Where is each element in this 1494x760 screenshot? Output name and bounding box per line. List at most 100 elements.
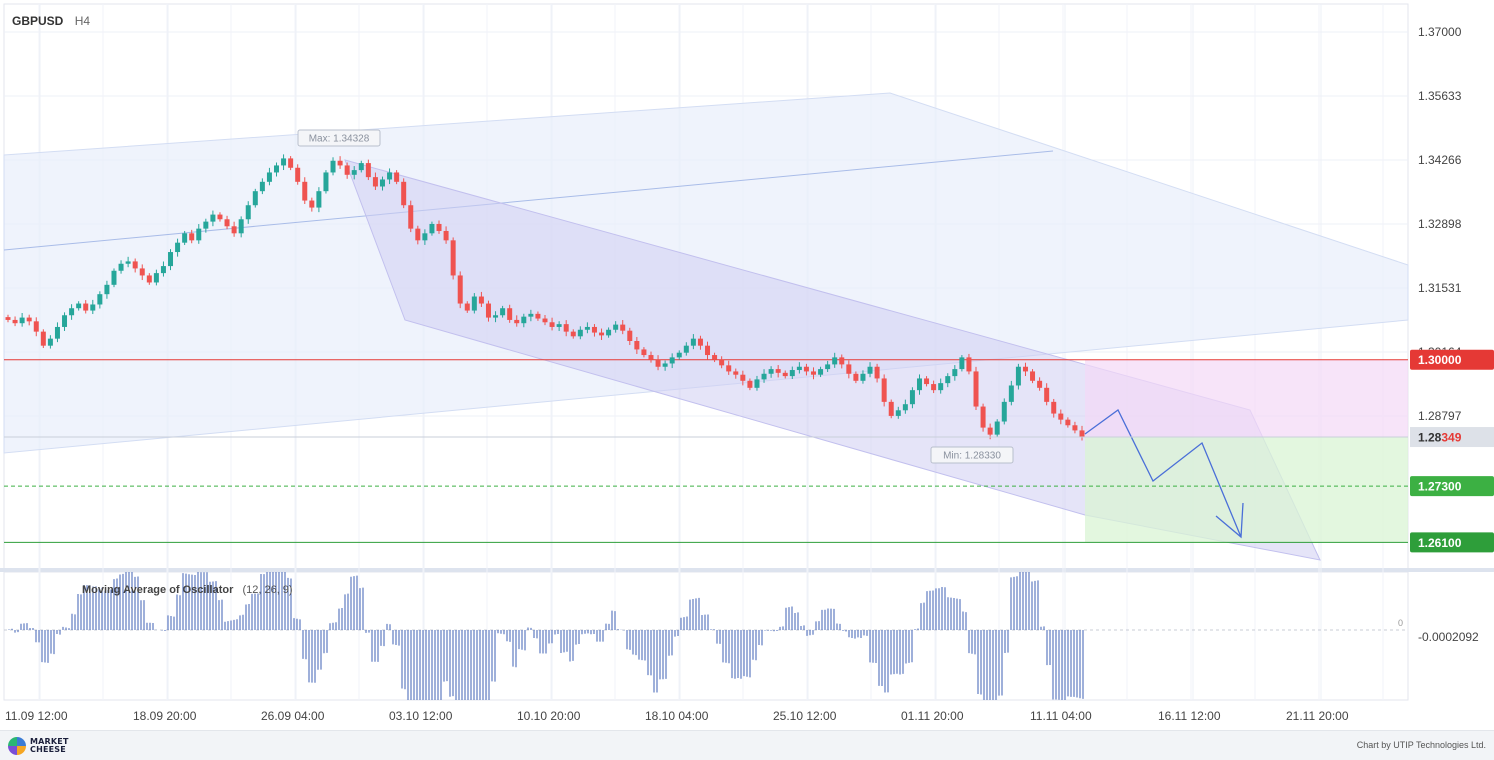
- candle-body: [599, 332, 605, 336]
- candle-body: [507, 308, 513, 320]
- candle-body: [1022, 366, 1028, 372]
- candle-body: [705, 345, 711, 356]
- candle-body: [641, 349, 647, 356]
- candle-body: [47, 338, 53, 346]
- max-annotation-box: [297, 129, 381, 147]
- y-tick-label: 1.32898: [1418, 217, 1462, 231]
- candle-body: [888, 401, 894, 416]
- candle-body: [408, 205, 414, 229]
- candle-body: [811, 371, 816, 375]
- x-tick-label: 01.11 20:00: [901, 709, 964, 723]
- min-annotation-box: [930, 446, 1014, 464]
- risk-zone: [1085, 359, 1408, 437]
- candle-body: [980, 406, 986, 428]
- pane-divider: [0, 568, 1494, 572]
- candle-body: [19, 317, 25, 324]
- candle-body: [973, 371, 979, 407]
- symbol-label: GBPUSD: [12, 14, 64, 28]
- candle-body: [613, 324, 619, 330]
- candle-body: [450, 240, 456, 276]
- candle-body: [302, 181, 308, 201]
- candle-body: [372, 177, 378, 187]
- target-zone: [1085, 436, 1408, 543]
- candle-body: [521, 316, 527, 324]
- candle-body: [966, 357, 972, 372]
- candle-body: [959, 357, 965, 370]
- candle-body: [153, 273, 159, 283]
- candle-body: [549, 322, 555, 327]
- x-tick-label: 03.10 12:00: [389, 709, 453, 723]
- candle-body: [690, 338, 696, 346]
- candle-body: [761, 373, 767, 380]
- candle-body: [316, 191, 322, 208]
- current-price-tag: [1410, 427, 1494, 448]
- candle-body: [83, 303, 89, 311]
- x-tick-label: 18.09 20:00: [133, 709, 197, 723]
- candle-body: [839, 357, 845, 365]
- candle-body: [1015, 366, 1021, 386]
- candle-body: [33, 321, 39, 332]
- candle-body: [69, 308, 75, 316]
- candle-body: [570, 331, 576, 337]
- candle-body: [789, 370, 795, 377]
- candle-body: [252, 191, 258, 206]
- candle-body: [881, 378, 887, 402]
- candle-body: [938, 383, 944, 391]
- projection-path: [1084, 409, 1242, 538]
- x-tick-label: 18.10 04:00: [645, 709, 709, 723]
- candle-body: [97, 294, 103, 305]
- x-tick-label: 10.10 20:00: [517, 709, 581, 723]
- candle-body: [591, 326, 597, 333]
- candle-body: [754, 379, 760, 388]
- candle-body: [606, 329, 612, 336]
- candle-body: [676, 352, 682, 358]
- candle-body: [584, 326, 590, 330]
- candle-body: [846, 364, 852, 374]
- candle-body: [542, 318, 548, 323]
- candle-body: [1065, 419, 1071, 426]
- candle-body: [1072, 425, 1078, 431]
- candle-body: [132, 261, 138, 269]
- candle-body: [916, 378, 922, 391]
- footer-bar: MARKET CHEESE Chart by UTIP Technologies…: [0, 730, 1494, 760]
- level-tag-label-0: 1.30000: [1418, 353, 1462, 367]
- candle-body: [196, 228, 202, 241]
- candle-body: [697, 338, 703, 346]
- x-tick-label: 26.09 04:00: [261, 709, 325, 723]
- candle-body: [832, 357, 838, 365]
- candle-body: [874, 366, 880, 379]
- candle-body: [634, 340, 640, 350]
- candle-body: [493, 315, 499, 318]
- candle-body: [62, 315, 68, 327]
- chart-credit: Chart by UTIP Technologies Ltd.: [1356, 740, 1486, 750]
- candle-body: [436, 223, 442, 231]
- candle-body: [1030, 371, 1036, 381]
- candle-body: [860, 373, 866, 381]
- candle-body: [825, 364, 831, 370]
- candle-body: [210, 214, 216, 222]
- candle-body: [952, 369, 958, 377]
- candle-body: [387, 172, 393, 180]
- logo-text: MARKET CHEESE: [30, 737, 69, 754]
- candle-body: [733, 371, 739, 375]
- candle-body: [238, 219, 244, 234]
- candle-body: [818, 369, 824, 375]
- candle-body: [648, 355, 654, 360]
- candle-body: [577, 329, 583, 337]
- candle-body: [945, 376, 951, 384]
- candle-body: [379, 179, 385, 187]
- candle-body: [111, 270, 117, 285]
- oscillator-value-label: -0.0002092: [1418, 630, 1479, 644]
- candle-body: [224, 219, 230, 227]
- brand-logo[interactable]: MARKET CHEESE: [8, 736, 69, 756]
- candle-body: [54, 326, 60, 339]
- candle-body: [394, 172, 400, 182]
- candle-body: [782, 372, 788, 377]
- level-tag-0: [1410, 349, 1494, 370]
- price-chart[interactable]: Max: 1.34328 Min: 1.28330 1.37000 1.35633 1.…: [0, 0, 1494, 730]
- current-price-label: 1.28349: [1418, 431, 1462, 445]
- candle-body: [662, 363, 668, 367]
- candle-body: [1051, 401, 1057, 414]
- candle-body: [309, 200, 315, 208]
- candle-body: [853, 373, 859, 381]
